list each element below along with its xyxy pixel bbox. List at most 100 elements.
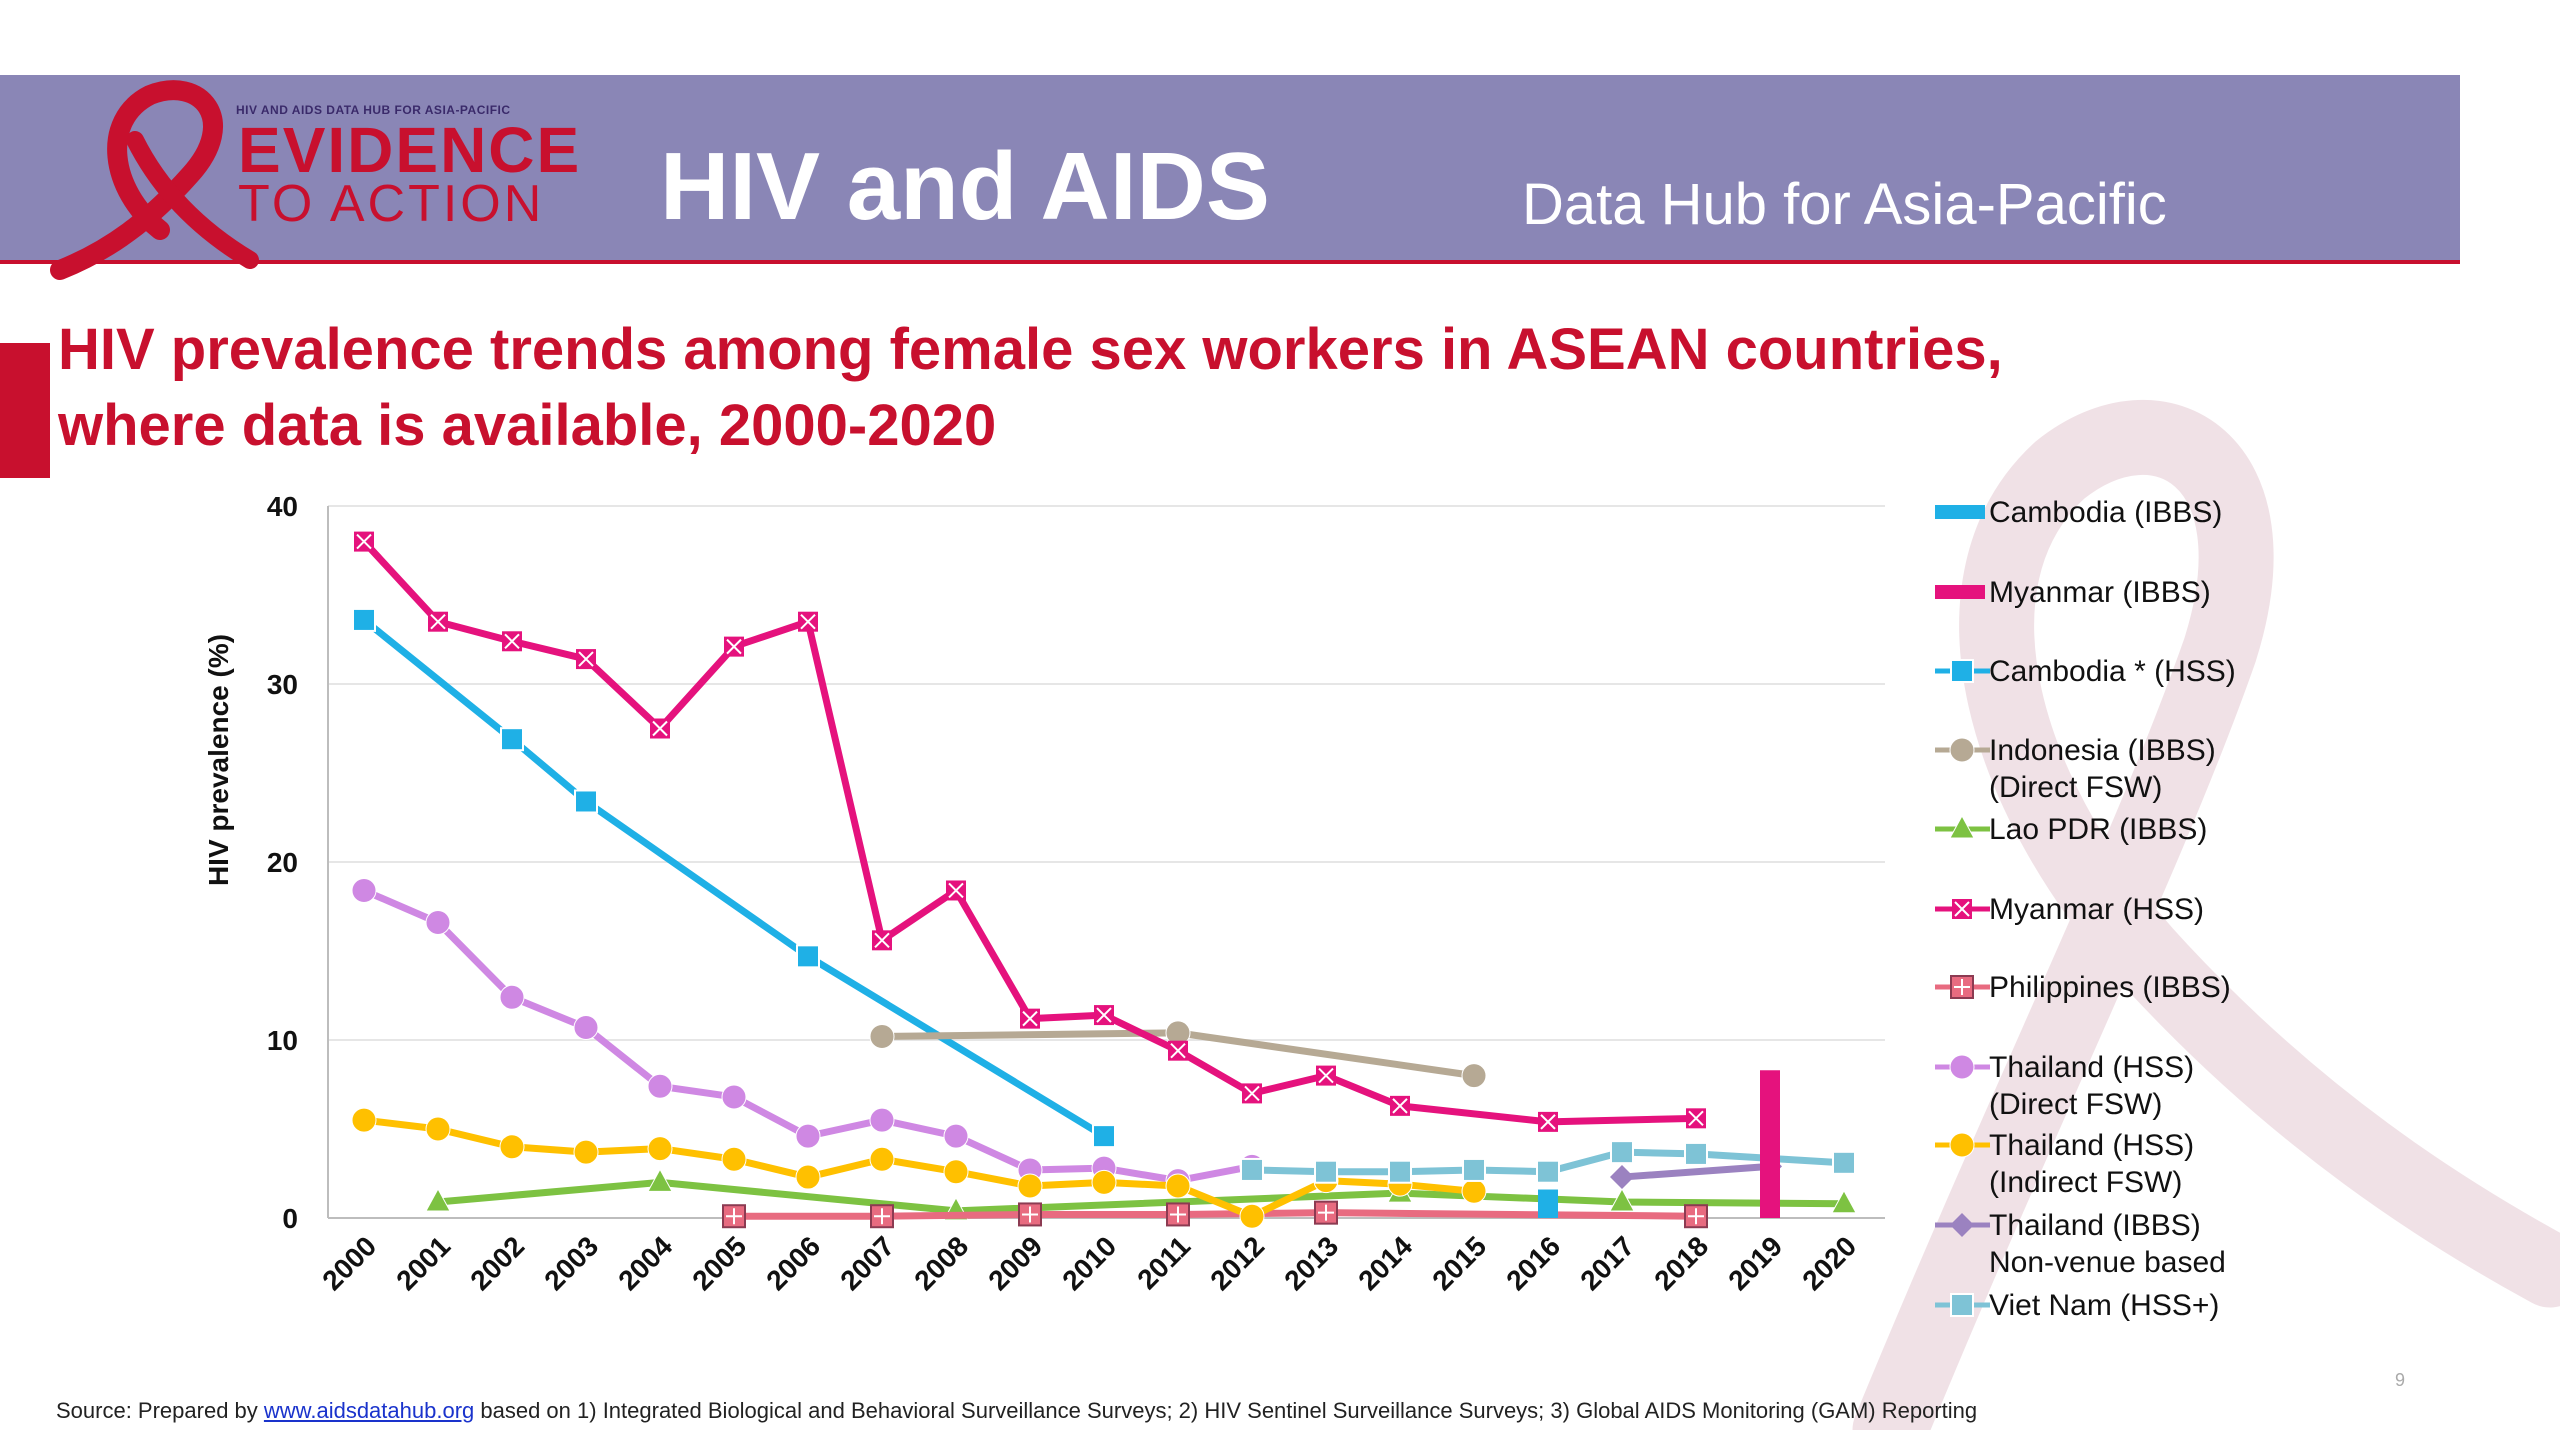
data-point [1461,1178,1487,1204]
series-cambodia-ibbs [1538,1189,1558,1218]
data-point [500,727,524,752]
data-point-glyph [800,613,816,630]
data-point [869,1146,895,1172]
data-point [721,1146,747,1172]
data-point [352,607,376,632]
data-point-glyph [652,720,668,737]
data-point [1462,1157,1486,1182]
data-point-glyph [504,633,520,649]
legend-label: Thailand (HSS) (Indirect FSW) [1989,1129,2194,1199]
data-point [943,1123,969,1149]
x-tick-label: 2006 [760,1230,826,1296]
legend-item-cambodia-ibbs: Cambodia (IBBS) [1935,496,2222,529]
x-tick-label: 2019 [1722,1230,1788,1296]
y-tick-label: 10 [267,1025,298,1056]
data-point [1165,1173,1191,1199]
legend-label: Indonesia (IBBS) (Direct FSW) [1989,734,2216,804]
legend-label-line: Philippines (IBBS) [1989,971,2231,1004]
legend-item-philippines-ibbs: Philippines (IBBS) [1935,971,2231,1004]
series-thailand-hss-indirect-fsw [351,1107,1487,1229]
legend-item-lao-pdr-ibbs: Lao PDR (IBBS) [1935,813,2207,846]
legend-label: Cambodia (IBBS) [1989,496,2222,529]
legend-marker [1950,1293,1974,1317]
data-point [943,1159,969,1185]
data-point-glyph [1688,1110,1704,1127]
prevalence-line-chart: HIV prevalence (%) 0 10 20 30 40 2000 2001 2002… [203,491,2236,1322]
source-link[interactable]: www.aidsdatahub.org [263,1398,475,1423]
x-tick-label: 2020 [1796,1230,1862,1296]
data-point-glyph [726,1208,742,1225]
legend-marker-glyph [1954,901,1970,917]
data-point [1017,1173,1043,1199]
legend-label-line: Thailand (HSS) [1989,1051,2194,1084]
legend-label-line: (Direct FSW) [1989,1088,2162,1121]
x-tick-label: 2002 [464,1230,530,1296]
x-tick-label: 2005 [686,1230,752,1296]
red-ribbon-logo [50,80,259,280]
header-banner [0,75,2460,264]
data-point [351,1107,377,1133]
x-tick-label: 2009 [982,1230,1048,1296]
data-point-glyph [578,651,594,667]
legend-marker [1949,1132,1975,1158]
y-axis-label: HIV prevalence (%) [203,634,234,886]
x-tick-label: 2007 [834,1230,900,1296]
data-point [425,1116,451,1142]
legend-label: Lao PDR (IBBS) [1989,813,2207,846]
legend-label-line: Myanmar (IBBS) [1989,576,2211,609]
y-tick-label: 30 [267,669,298,700]
series-cambodia-hss [352,607,1116,1149]
series-myanmar-ibbs [1760,1070,1780,1218]
legend-label: Thailand (IBBS) Non-venue based [1989,1209,2226,1279]
data-point [1314,1159,1338,1184]
legend-label: Philippines (IBBS) [1989,971,2231,1004]
legend-label-line: Viet Nam (HSS+) [1989,1289,2219,1322]
source-note: Source: Prepared by www.aidsdatahub.org … [56,1398,1977,1424]
legend-marker [1949,814,1975,839]
series-indonesia-ibbs-direct-fsw [869,1020,1487,1089]
data-point-glyph [874,1208,890,1225]
bar-mark [1760,1070,1780,1218]
brand-to-action: TO ACTION [238,175,545,233]
legend-item-indonesia-ibbs-direct-fsw: Indonesia (IBBS) (Direct FSW) [1935,734,2216,804]
data-point [1684,1141,1708,1166]
series-line [434,1178,1848,1215]
y-tick-label: 20 [267,847,298,878]
data-point-glyph [1244,1085,1260,1102]
y-tick-label: 40 [267,491,298,522]
legend-label: Viet Nam (HSS+) [1989,1289,2219,1322]
x-tick-label: 2012 [1204,1230,1270,1296]
series-line [360,1116,1478,1220]
x-tick-label: 2004 [612,1230,678,1296]
data-point-glyph [1022,1206,1038,1223]
slide-title-line1: HIV prevalence trends among female sex w… [58,317,2003,382]
legend-label-line: Myanmar (HSS) [1989,893,2204,926]
data-point [1832,1150,1856,1175]
data-point-glyph [356,533,372,550]
banner-subtitle: Data Hub for Asia-Pacific [1522,172,2167,237]
brand-evidence: EVIDENCE [238,114,582,186]
series-line [1248,1148,1848,1176]
legend-marker-glyph [1954,979,1970,995]
data-point [1091,1169,1117,1195]
legend-label-line: Cambodia * (HSS) [1989,655,2236,688]
legend-label: Myanmar (IBBS) [1989,576,2211,609]
data-point [1388,1159,1412,1184]
data-point-glyph [1688,1208,1704,1225]
legend-item-thailand-hss-direct-fsw: Thailand (HSS) (Direct FSW) [1935,1051,2194,1121]
x-tick-label: 2008 [908,1230,974,1296]
data-point [795,1164,821,1190]
x-tick-label: 2015 [1426,1230,1492,1296]
title-accent-bar [0,343,50,478]
source-prefix: Source: Prepared by [56,1398,264,1423]
legend-label: Myanmar (HSS) [1989,893,2204,926]
legend-item-myanmar-hss: Myanmar (HSS) [1935,893,2204,926]
legend-marker [1950,1213,1974,1237]
data-point [574,789,598,814]
data-point-glyph [874,932,890,949]
legend-label-line: Indonesia (IBBS) [1989,734,2216,767]
data-point [1609,1187,1635,1212]
data-point [425,910,451,936]
legend-marker [1949,737,1975,763]
data-point [1239,1203,1265,1229]
